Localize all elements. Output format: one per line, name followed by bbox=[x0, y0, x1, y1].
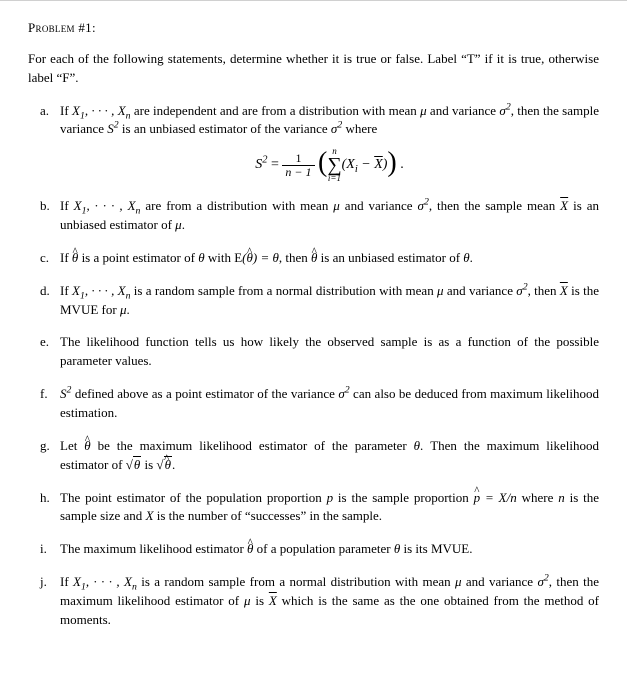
m: θ bbox=[133, 456, 141, 472]
item-label-b: b. bbox=[40, 197, 50, 216]
t: The point estimator of the population pr… bbox=[60, 490, 327, 505]
m: X bbox=[560, 198, 568, 213]
m: , · · · , bbox=[86, 198, 127, 213]
text: and variance bbox=[427, 103, 500, 118]
item-label-f: f. bbox=[40, 385, 48, 404]
t: where bbox=[517, 490, 559, 505]
text: If bbox=[60, 103, 72, 118]
t: If bbox=[60, 198, 74, 213]
m: i=1 bbox=[327, 174, 341, 183]
m: E bbox=[234, 250, 242, 265]
t: is an unbiased estimator of bbox=[317, 250, 463, 265]
m: θ bbox=[463, 250, 469, 265]
m: X bbox=[73, 574, 81, 589]
t: is bbox=[141, 457, 156, 472]
m: θ bbox=[164, 456, 172, 472]
m: X bbox=[560, 283, 568, 298]
text: are independent and are from a distribut… bbox=[131, 103, 421, 118]
m: X bbox=[72, 103, 80, 118]
item-g: g. Let θ be the maximum likelihood estim… bbox=[28, 437, 599, 475]
item-label-a: a. bbox=[40, 102, 49, 121]
m: (X bbox=[342, 157, 355, 172]
t: be the maximum likelihood estimator of t… bbox=[91, 438, 414, 453]
m: − bbox=[358, 157, 374, 172]
item-a: a. If X1, · · · , Xn are independent and… bbox=[28, 102, 599, 184]
item-d: d. If X1, · · · , Xn is a random sample … bbox=[28, 282, 599, 320]
item-j: j. If X1, · · · , Xn is a random sample … bbox=[28, 573, 599, 630]
t: is a point estimator of bbox=[78, 250, 198, 265]
item-label-h: h. bbox=[40, 489, 50, 508]
intro-text: For each of the following statements, de… bbox=[28, 50, 599, 88]
item-c: c. If θ is a point estimator of θ with E… bbox=[28, 249, 599, 268]
t: If bbox=[60, 283, 72, 298]
m: X bbox=[269, 593, 277, 608]
m: μ bbox=[120, 302, 127, 317]
formula-s2: S2 = 1n − 1 (n∑i=1(Xi − X)) . bbox=[60, 147, 599, 183]
t: is a random sample from a normal distrib… bbox=[137, 574, 455, 589]
m: ) = bbox=[253, 250, 273, 265]
item-i: i. The maximum likelihood estimator θ of… bbox=[28, 540, 599, 559]
m: p bbox=[474, 490, 481, 505]
t: are from a distribution with mean bbox=[140, 198, 333, 213]
t: and variance bbox=[462, 574, 538, 589]
t: is bbox=[251, 593, 269, 608]
t: The maximum likelihood estimator bbox=[60, 541, 247, 556]
m: n − 1 bbox=[282, 166, 314, 179]
t: If bbox=[60, 250, 72, 265]
m: X bbox=[128, 198, 136, 213]
m: 1 bbox=[282, 152, 314, 166]
item-label-g: g. bbox=[40, 437, 50, 456]
m: θ bbox=[311, 250, 317, 265]
m: , · · · , bbox=[85, 283, 118, 298]
m: X bbox=[146, 508, 154, 523]
item-label-d: d. bbox=[40, 282, 50, 301]
m: θ bbox=[72, 250, 78, 265]
t: is the number of “successes” in the samp… bbox=[154, 508, 383, 523]
m: , · · · , bbox=[85, 103, 118, 118]
item-label-j: j. bbox=[40, 573, 47, 592]
item-label-e: e. bbox=[40, 333, 49, 352]
t: and variance bbox=[444, 283, 517, 298]
t: Let bbox=[60, 438, 84, 453]
item-e: e. The likelihood function tells us how … bbox=[28, 333, 599, 371]
text: is an unbiased estimator of the variance bbox=[119, 121, 331, 136]
t: is a random sample from a normal distrib… bbox=[130, 283, 437, 298]
m: θ bbox=[247, 250, 253, 265]
item-label-c: c. bbox=[40, 249, 49, 268]
m: X bbox=[124, 574, 132, 589]
t: is its MVUE. bbox=[400, 541, 472, 556]
t: , then bbox=[528, 283, 560, 298]
item-label-i: i. bbox=[40, 540, 47, 559]
m: = bbox=[267, 157, 282, 172]
m: . bbox=[397, 157, 404, 172]
t: The likelihood function tells us how lik… bbox=[60, 334, 599, 368]
m: X bbox=[374, 157, 383, 172]
t: and variance bbox=[340, 198, 418, 213]
item-b: b. If X1, · · · , Xn are from a distribu… bbox=[28, 197, 599, 235]
t: If bbox=[60, 574, 73, 589]
item-h: h. The point estimator of the population… bbox=[28, 489, 599, 527]
t: is the sample proportion bbox=[333, 490, 474, 505]
t: , then the sample mean bbox=[429, 198, 560, 213]
m: μ bbox=[175, 217, 182, 232]
t: defined above as a point estimator of th… bbox=[71, 386, 338, 401]
item-f: f. S2 defined above as a point estimator… bbox=[28, 385, 599, 423]
m: , · · · , bbox=[86, 574, 124, 589]
problem-title: Problem #1: bbox=[28, 19, 599, 38]
m: X bbox=[74, 198, 82, 213]
t: of a population parameter bbox=[253, 541, 393, 556]
m: θ bbox=[247, 541, 253, 556]
m: X bbox=[72, 283, 80, 298]
m: X bbox=[118, 103, 126, 118]
t: with bbox=[205, 250, 235, 265]
m: = X/n bbox=[480, 490, 517, 505]
text: where bbox=[342, 121, 377, 136]
t: , then bbox=[279, 250, 311, 265]
m: θ bbox=[84, 438, 90, 453]
m: X bbox=[118, 283, 126, 298]
